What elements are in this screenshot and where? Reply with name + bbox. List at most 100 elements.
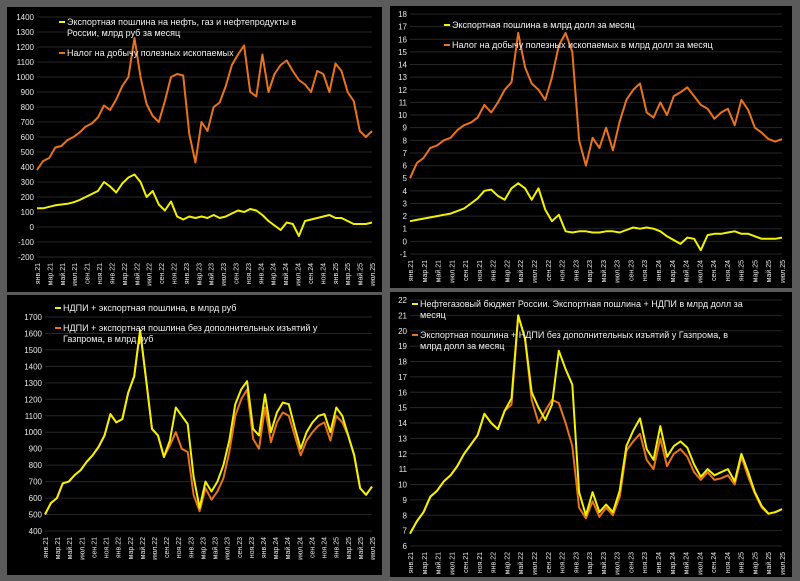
x-tick-label: ноя.22 [171,263,178,284]
x-tick-label: ноя.22 [560,552,567,573]
x-tick-label: янв.25 [739,260,746,281]
x-tick-label: июл.22 [147,263,154,286]
x-tick-label: мар.22 [128,537,135,559]
y-tick-label: 1700 [24,313,42,322]
y-tick-label: 17 [398,23,407,32]
y-tick-label: 13 [398,434,407,443]
y-tick-label: 21 [398,311,407,320]
x-tick-label: май.23 [212,537,220,559]
x-tick-label: ноя.21 [477,260,484,281]
x-tick-label: ноя.21 [97,263,104,284]
y-tick-label: 100 [21,208,35,217]
y-tick-label: 1100 [17,58,35,67]
x-tick-label: сен.21 [85,263,92,284]
y-tick-label: 15 [398,404,407,413]
x-tick-label: май.22 [139,537,147,559]
y-tick-label: 800 [29,461,43,470]
x-tick-label: сен.24 [309,537,316,558]
x-tick-label: ноя.23 [246,263,253,284]
y-tick-label: 9 [403,124,408,133]
x-tick-label: май.21 [435,552,443,574]
y-tick-label: 16 [398,35,407,44]
x-tick-label: янв.22 [491,260,498,281]
y-tick-label: 5 [403,174,408,183]
legend-label: Экспортная пошлина в млрд долл за месяц [452,20,635,30]
y-tick-label: 500 [29,511,43,520]
x-tick-label: мар.22 [122,263,129,285]
x-tick-label: ноя.24 [322,537,329,558]
x-tick-label: мар.25 [345,263,352,285]
x-tick-label: мар.24 [271,263,278,285]
y-tick-label: 6 [403,162,408,171]
y-tick-label: 8 [403,136,408,145]
y-tick-label: 6 [403,542,408,551]
y-tick-label: 400 [29,527,43,536]
y-tick-label: 1200 [24,395,42,404]
x-tick-label: сен.24 [711,260,718,281]
y-tick-label: 1400 [24,362,42,371]
y-tick-label: 1100 [25,412,43,421]
series-line-yellow [44,329,373,515]
y-tick-label: 14 [398,419,407,428]
y-tick-label: 0 [403,237,408,246]
x-tick-label: мар.24 [670,260,677,282]
y-tick-label: 300 [21,178,35,187]
y-tick-label: -100 [18,238,35,247]
x-tick-label: июл.22 [532,260,539,283]
x-tick-label: мар.23 [200,537,207,559]
x-tick-label: июл.21 [449,552,456,575]
x-tick-label: янв.22 [491,552,498,573]
x-tick-label: мар.21 [47,263,54,285]
series-line-orange [36,37,373,171]
x-tick-label: сен.22 [159,263,166,284]
x-tick-label: мар.23 [587,260,594,282]
x-tick-label: июл.23 [221,263,228,286]
x-tick-label: июл.24 [697,260,704,283]
x-tick-label: янв.21 [43,537,50,558]
legend-label: месяц [420,310,446,320]
x-tick-label: ноя.21 [104,537,111,558]
y-tick-label: 10 [398,111,407,120]
x-tick-label: янв.23 [184,263,191,284]
x-tick-label: янв.21 [35,263,42,284]
x-tick-label: май.25 [765,260,773,282]
x-tick-label: ноя.21 [477,552,484,573]
x-tick-label: июл.24 [296,263,303,286]
panel-export-duty-mineral-tax-rub: -200 -100 0 100 200 300 400 500 600 700 800 900 1000… [7,7,382,292]
legend-label: Налог на добычу полезных ископаемых в мл… [452,40,713,50]
x-tick-label: сен.21 [463,260,470,281]
y-tick-label: 600 [29,494,43,503]
x-tick-label: янв.21 [408,260,415,281]
series-line-orange [409,31,783,179]
x-tick-label: янв.25 [334,537,341,558]
x-tick-label: май.22 [133,263,141,285]
x-tick-label: янв.24 [258,263,265,284]
x-tick-label: сен.23 [237,537,244,558]
y-tick-label: 19 [398,342,407,351]
y-tick-label: 18 [398,10,407,19]
chart-3: 400 500 600 700 800 900 1000 1100 1200 1300 1400 15… [24,303,377,560]
x-tick-label: май.24 [284,537,292,559]
x-tick-label: мар.21 [422,260,429,282]
y-tick-label: 18 [398,358,407,367]
series-line-yellow [409,314,783,535]
chart-1: -200 -100 0 100 200 300 400 500 600 700 800 900 1000… [16,13,377,286]
x-tick-label: июл.21 [449,260,456,283]
y-tick-label: 4 [403,187,408,196]
y-tick-label: 900 [29,445,43,454]
chart-4: 6 7 8 9 10 11 12 13 14 15 16 17 18 19 20 21 22 янв.21 мар.… [398,296,787,575]
y-tick-label: 10 [398,481,407,490]
y-tick-label: 22 [398,296,407,305]
x-tick-label: ноя.23 [642,552,649,573]
x-tick-label: сен.22 [546,552,553,573]
x-tick-label: июл.25 [370,263,377,286]
x-tick-label: сен.23 [628,260,635,281]
y-tick-label: 500 [21,148,35,157]
legend-label: НДПИ + экспортная пошлина, в млрд руб [63,303,236,313]
x-tick-label: июл.23 [615,552,622,575]
y-tick-label: 1300 [16,28,34,37]
y-tick-label: 1300 [24,379,42,388]
x-tick-label: июл.24 [697,552,704,575]
legend-label: Экспортная пошлина + НДПИ без дополнител… [420,330,728,340]
y-tick-label: 8 [403,511,408,520]
